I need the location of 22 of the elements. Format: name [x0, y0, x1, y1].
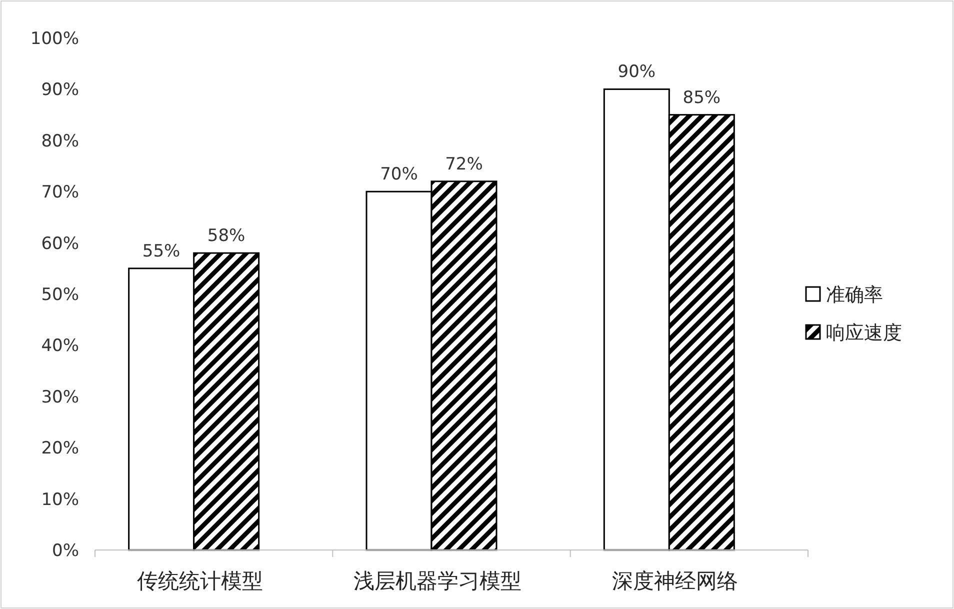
y-tick-label: 60%	[41, 234, 79, 254]
legend-label: 准确率	[826, 284, 883, 306]
x-tick-label: 深度神经网络	[612, 569, 738, 593]
data-label: 90%	[618, 62, 656, 82]
y-tick-label: 70%	[41, 182, 79, 203]
y-tick-label: 50%	[41, 285, 79, 305]
y-tick-label: 40%	[41, 336, 79, 356]
y-tick-label: 100%	[30, 29, 79, 49]
data-label: 72%	[445, 154, 483, 174]
y-tick-label: 20%	[41, 438, 79, 459]
y-tick-label: 30%	[41, 387, 79, 408]
x-tick-label: 浅层机器学习模型	[354, 569, 522, 593]
data-label: 55%	[142, 241, 180, 262]
y-tick-label: 80%	[41, 131, 79, 152]
legend-label: 响应速度	[826, 322, 902, 344]
data-label: 85%	[682, 88, 721, 108]
x-tick-label: 传统统计模型	[136, 569, 263, 593]
data-label: 58%	[207, 226, 246, 246]
data-label: 70%	[380, 164, 418, 185]
y-tick-label: 0%	[52, 541, 79, 561]
y-tick-label: 90%	[41, 80, 79, 100]
y-tick-label: 10%	[41, 490, 79, 510]
